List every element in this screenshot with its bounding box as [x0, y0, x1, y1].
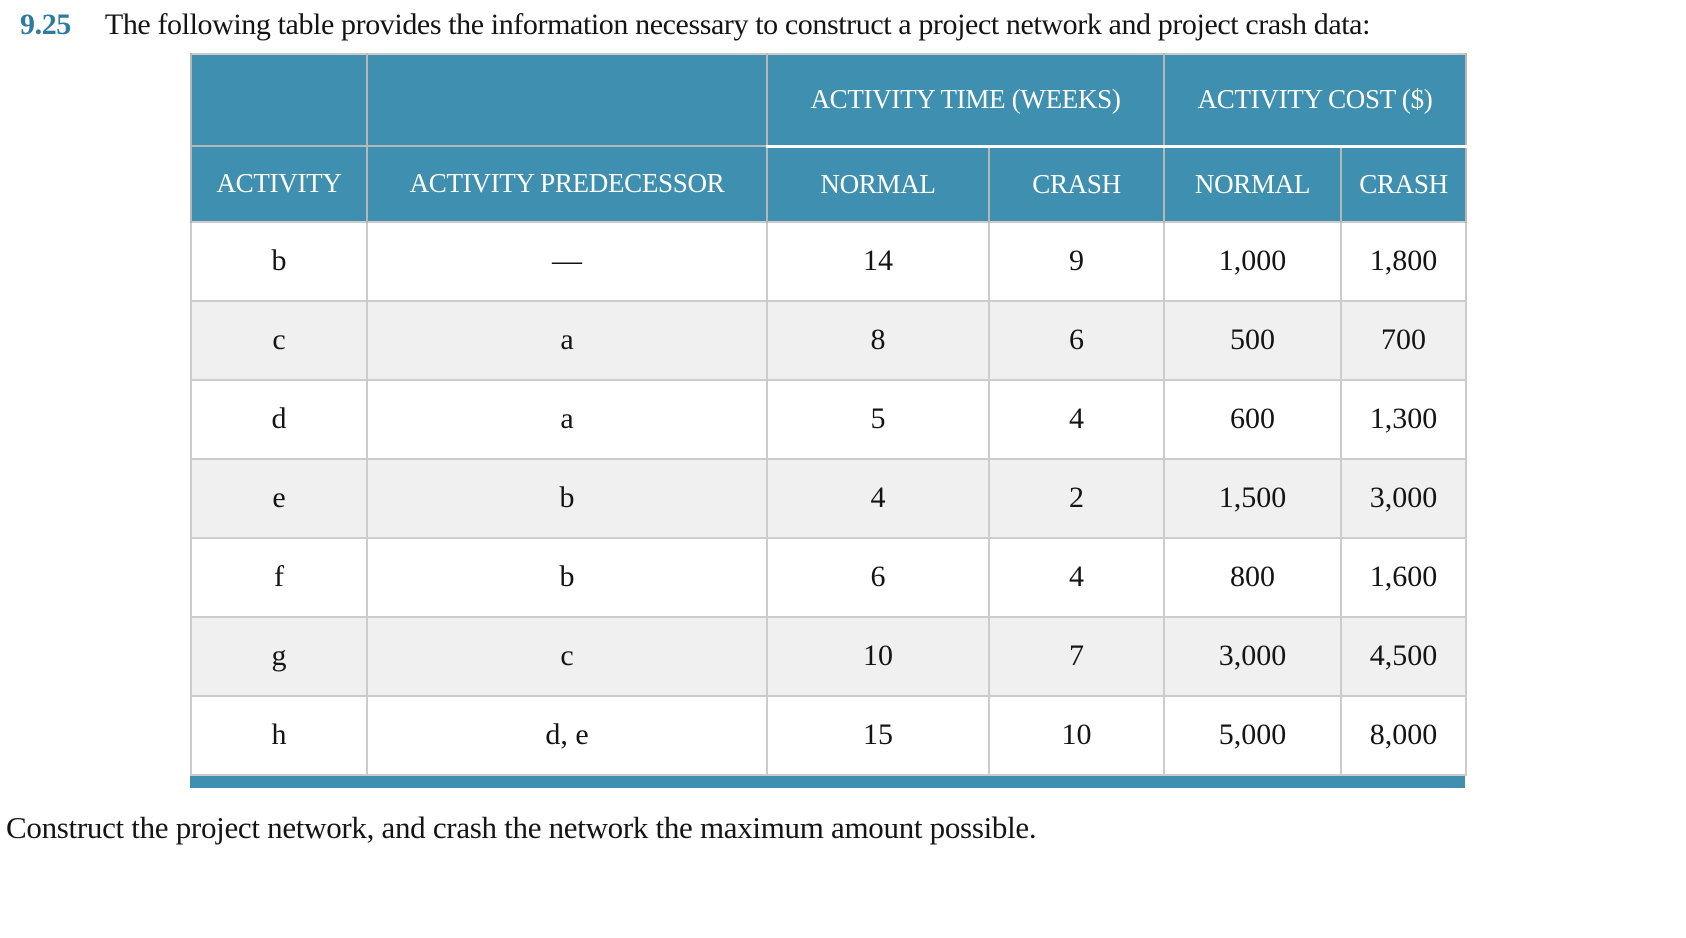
- crash-time-cell: 10: [987, 694, 1166, 776]
- instruction-text: Construct the project network, and crash…: [6, 809, 1037, 845]
- crash-cost-cell: 8,000: [1340, 694, 1468, 776]
- crash-cost-cell: 4,500: [1340, 615, 1468, 697]
- table-header: ACTIVITY TIME (WEEKS) ACTIVITY COST ($) …: [190, 53, 1468, 222]
- normal-cost-cell: 1,500: [1163, 457, 1343, 539]
- table-row: d a 5 4 600 1,300: [190, 378, 1468, 460]
- crash-time-cell: 4: [987, 378, 1166, 460]
- group-header-activity-cost: ACTIVITY COST ($): [1163, 53, 1468, 148]
- table-row: e b 4 2 1,500 3,000: [190, 457, 1468, 539]
- activity-cell: f: [190, 536, 368, 618]
- normal-time-cell: 14: [766, 220, 990, 302]
- crash-cost-cell: 3,000: [1340, 457, 1468, 539]
- problem-statement: 9.25 The following table provides the inf…: [20, 6, 1531, 44]
- table-row: f b 6 4 800 1,600: [190, 536, 1468, 618]
- column-header-crash-time: CRASH: [987, 146, 1166, 222]
- empty-header-predecessor: [366, 53, 768, 147]
- predecessor-cell: c: [366, 615, 768, 697]
- column-header-normal-time: NORMAL: [766, 146, 990, 222]
- activity-cell: g: [190, 615, 368, 697]
- normal-cost-cell: 5,000: [1163, 694, 1343, 776]
- normal-time-cell: 15: [766, 694, 990, 776]
- predecessor-cell: d, e: [366, 694, 768, 776]
- crash-time-cell: 6: [987, 299, 1166, 381]
- empty-header-activity: [190, 53, 368, 147]
- normal-cost-cell: 3,000: [1163, 615, 1343, 697]
- activity-cell: b: [190, 220, 368, 302]
- problem-number: 9.25: [20, 8, 71, 41]
- normal-time-cell: 4: [766, 457, 990, 539]
- group-header-activity-time: ACTIVITY TIME (WEEKS): [765, 53, 1166, 148]
- crash-cost-cell: 1,300: [1340, 378, 1468, 460]
- predecessor-cell: a: [366, 378, 768, 460]
- crash-time-cell: 7: [987, 615, 1166, 697]
- activity-cell: h: [190, 694, 368, 776]
- predecessor-cell: a: [366, 299, 768, 381]
- normal-cost-cell: 500: [1163, 299, 1343, 381]
- predecessor-cell: b: [366, 457, 768, 539]
- crash-data-table-container: ACTIVITY TIME (WEEKS) ACTIVITY COST ($) …: [190, 52, 1468, 788]
- normal-time-cell: 5: [766, 378, 990, 460]
- crash-cost-cell: 1,600: [1340, 536, 1468, 618]
- table-row: b — 14 9 1,000 1,800: [190, 220, 1468, 302]
- column-header-row: ACTIVITY ACTIVITY PREDECESSOR NORMAL CRA…: [190, 146, 1468, 222]
- activity-cell: e: [190, 457, 368, 539]
- table-bottom-accent-bar: [190, 775, 1465, 788]
- table-row: h d, e 15 10 5,000 8,000: [190, 694, 1468, 776]
- predecessor-cell: b: [366, 536, 768, 618]
- normal-cost-cell: 600: [1163, 378, 1343, 460]
- activity-cell: c: [190, 299, 368, 381]
- normal-time-cell: 8: [766, 299, 990, 381]
- activity-cell: d: [190, 378, 368, 460]
- normal-cost-cell: 800: [1163, 536, 1343, 618]
- normal-time-cell: 10: [766, 615, 990, 697]
- column-header-predecessor: ACTIVITY PREDECESSOR: [366, 146, 768, 222]
- table-row: c a 8 6 500 700: [190, 299, 1468, 381]
- group-header-row: ACTIVITY TIME (WEEKS) ACTIVITY COST ($): [190, 53, 1468, 148]
- crash-data-table: ACTIVITY TIME (WEEKS) ACTIVITY COST ($) …: [190, 52, 1468, 776]
- column-header-activity: ACTIVITY: [190, 146, 368, 222]
- crash-cost-cell: 700: [1340, 299, 1468, 381]
- column-header-normal-cost: NORMAL: [1163, 146, 1343, 222]
- crash-cost-cell: 1,800: [1340, 220, 1468, 302]
- table-body: b — 14 9 1,000 1,800 c a 8 6 500 700 d a…: [190, 220, 1468, 776]
- normal-time-cell: 6: [766, 536, 990, 618]
- crash-time-cell: 9: [987, 220, 1166, 302]
- crash-time-cell: 4: [987, 536, 1166, 618]
- predecessor-cell: —: [366, 220, 768, 302]
- normal-cost-cell: 1,000: [1163, 220, 1343, 302]
- column-header-crash-cost: CRASH: [1340, 146, 1468, 222]
- table-row: g c 10 7 3,000 4,500: [190, 615, 1468, 697]
- crash-time-cell: 2: [987, 457, 1166, 539]
- problem-intro-text: The following table provides the informa…: [104, 8, 1371, 41]
